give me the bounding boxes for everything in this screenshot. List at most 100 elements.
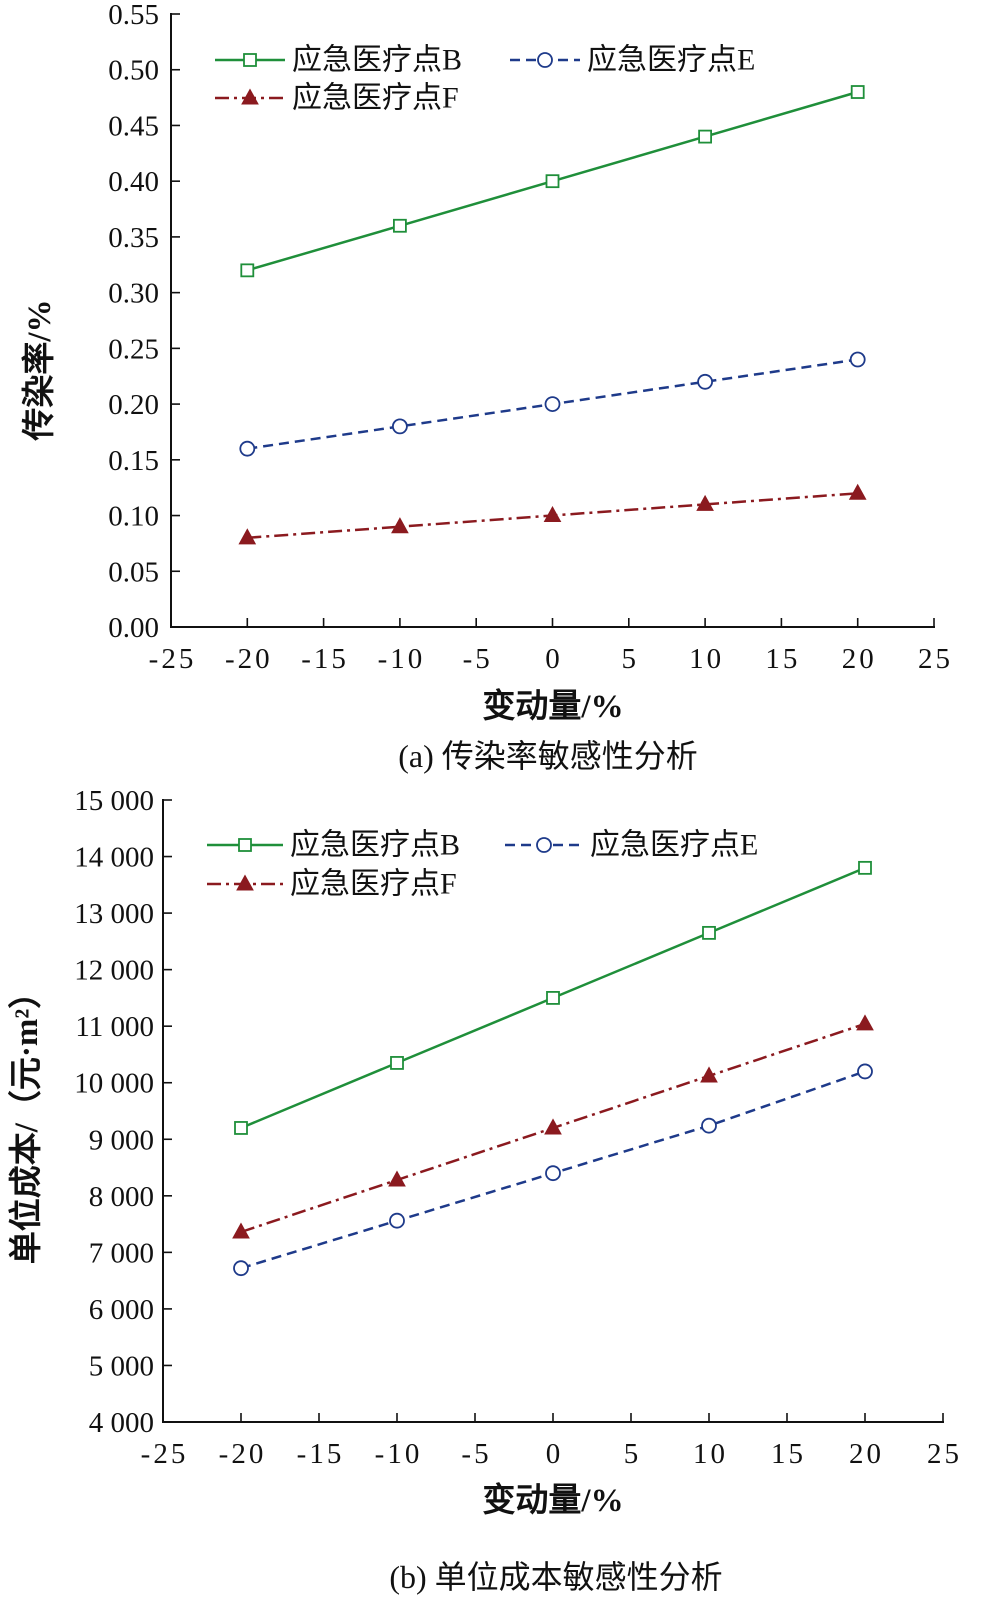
plot-area: 0.00 0.05 0.10 0.15 0.20 0.25 0.30 0.35 0.40 0.45… <box>108 0 953 675</box>
series-b-point <box>698 129 712 144</box>
series-e-point <box>544 396 561 412</box>
series-b-point <box>702 925 716 940</box>
x-tick-label: 20 <box>849 1438 884 1470</box>
series-f-point <box>388 1170 406 1187</box>
series-e-point <box>391 418 408 435</box>
series-e-point <box>701 1117 717 1134</box>
y-tick-label: 5 000 <box>89 1350 154 1382</box>
y-tick-label: 0.55 <box>108 0 159 31</box>
legend-label: 应急医疗点F <box>292 82 459 115</box>
legend-label: 应急医疗点B <box>292 44 462 77</box>
series-f <box>232 1014 874 1239</box>
series-b-point <box>390 1056 404 1070</box>
series-e-point <box>239 440 256 457</box>
series-e-point <box>697 373 713 390</box>
y-axis-title: 传染率/% <box>21 299 58 441</box>
x-tick-label: -25 <box>149 643 197 675</box>
y-tick-label: 0.50 <box>108 55 159 87</box>
chart-caption: (b) 单位成本敏感性分析 <box>389 1559 722 1595</box>
y-tick-label: 15 000 <box>74 785 154 817</box>
legend-item: 应急医疗点F <box>207 868 457 901</box>
x-tick-label: -25 <box>141 1438 189 1470</box>
series-e-point <box>849 351 866 368</box>
series-f-point <box>700 1066 718 1083</box>
y-tick-label: 7 000 <box>89 1237 154 1269</box>
chart-caption: (a) 传染率敏感性分析 <box>398 738 698 774</box>
y-tick-label: 0.10 <box>108 501 159 533</box>
series-b <box>240 85 865 278</box>
y-tick-label: 11 000 <box>75 1011 154 1043</box>
series-e-point <box>233 1260 249 1277</box>
legend-item: 应急医疗点F <box>215 82 459 115</box>
x-tick-label: -15 <box>301 643 349 675</box>
series-e-point <box>389 1212 405 1229</box>
legend-label: 应急医疗点E <box>590 829 758 862</box>
series-b-point <box>234 1121 248 1135</box>
x-tick-label: 0 <box>545 643 563 675</box>
x-tick-label: -5 <box>461 1438 491 1470</box>
legend-b-marker <box>238 838 252 852</box>
y-tick-label: 0.25 <box>108 333 159 365</box>
x-tick-label: -10 <box>375 1438 423 1470</box>
x-tick-label: 0 <box>546 1438 564 1470</box>
x-tick-label: -10 <box>378 643 426 675</box>
x-tick-label: 25 <box>927 1438 962 1470</box>
series-f-point <box>848 483 867 500</box>
legend-item: 应急医疗点B <box>215 44 462 77</box>
legend-item: 应急医疗点B <box>207 829 460 862</box>
series-f-point <box>238 528 257 545</box>
series-f <box>238 483 867 545</box>
y-tick-label: 0.00 <box>108 612 159 644</box>
x-tick-label: 15 <box>765 643 800 675</box>
x-tick-label: -20 <box>225 643 273 675</box>
series-e-point <box>545 1165 561 1182</box>
y-tick-label: 0.35 <box>108 222 159 254</box>
x-tick-label: 10 <box>689 643 724 675</box>
series-e <box>233 1063 873 1277</box>
legend-label: 应急医疗点B <box>290 829 460 862</box>
y-tick-label: 0.45 <box>108 110 159 142</box>
y-tick-label: 0.30 <box>108 278 159 310</box>
series-b-point <box>858 860 872 875</box>
legend-b-marker <box>243 53 257 67</box>
legend: 应急医疗点B 应急医疗点E 应急医疗点F <box>215 44 755 115</box>
x-axis-title: 变动量/% <box>482 1481 623 1519</box>
legend-f-marker <box>236 874 254 891</box>
y-tick-label: 4 000 <box>89 1407 154 1439</box>
series-b-point <box>545 174 560 189</box>
legend-label: 应急医疗点E <box>587 44 755 77</box>
series-b <box>234 860 872 1135</box>
series-b-point <box>850 85 865 99</box>
series-f-point <box>391 517 409 534</box>
series-b-point <box>546 991 560 1005</box>
x-tick-label: -20 <box>219 1438 267 1470</box>
series-f-point <box>856 1014 874 1031</box>
y-tick-label: 0.40 <box>108 166 159 198</box>
y-axis-title: 单位成本/（元·m²） <box>7 976 45 1265</box>
infection-rate-chart: 0.00 0.05 0.10 0.15 0.20 0.25 0.30 0.35 0.40 0.45… <box>21 0 953 774</box>
x-tick-label: 25 <box>918 643 953 675</box>
y-tick-label: 10 000 <box>74 1068 154 1100</box>
x-tick-label: -15 <box>297 1438 345 1470</box>
legend-label: 应急医疗点F <box>290 868 457 901</box>
y-tick-label: 0.05 <box>108 556 159 588</box>
y-tick-label: 6 000 <box>89 1294 154 1326</box>
series-f-point <box>543 506 562 523</box>
y-tick-label: 8 000 <box>89 1181 154 1213</box>
y-tick-label: 14 000 <box>74 842 154 874</box>
legend-f-marker <box>241 88 259 105</box>
plot-area: 4 000 5 000 6 000 7 000 8 000 9 000 10 000 11 0… <box>74 785 962 1470</box>
series-f-point <box>544 1118 562 1135</box>
unit-cost-chart: 4 000 5 000 6 000 7 000 8 000 9 000 10 000 11 0… <box>7 785 962 1595</box>
y-tick-label: 0.15 <box>108 445 159 477</box>
x-tick-label: 5 <box>624 1438 642 1470</box>
series-b-point <box>392 218 407 233</box>
y-tick-label: 12 000 <box>74 955 154 987</box>
series-e-point <box>857 1063 873 1080</box>
x-tick-label: 5 <box>622 643 640 675</box>
legend-item: 应急医疗点E <box>510 44 755 77</box>
x-tick-label: 20 <box>842 643 877 675</box>
series-b-point <box>240 263 255 278</box>
